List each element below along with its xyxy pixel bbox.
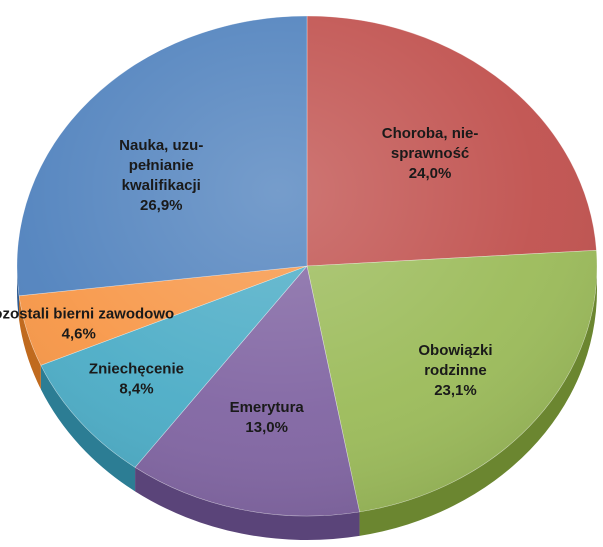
- slice-label-choroba-nie-sprawnosc: Choroba, nie-sprawność 24,0%: [382, 125, 479, 182]
- slice-category-label: sprawność: [391, 145, 469, 162]
- slice-label-emerytura: Emerytura 13,0%: [230, 399, 305, 436]
- slice-category-label: pełnianie: [129, 157, 194, 174]
- pie-depth: [17, 266, 597, 540]
- slice-label-zniechecenie: Zniechęcenie 8,4%: [89, 360, 184, 397]
- pie-labels: Choroba, nie-sprawność 24,0% Obowiązki rodz…: [0, 125, 493, 436]
- slice-value-label: 8,4%: [119, 380, 153, 397]
- slice-category-label: Zniechęcenie: [89, 360, 184, 377]
- pie-side-emerytura: [135, 467, 360, 540]
- slice-label-pozostali-bierni-zawodowo: Pozostali bierni zawodowo 4,6%: [0, 305, 174, 342]
- slice-category-label: Nauka, uzu-: [119, 137, 203, 154]
- slice-value-label: 4,6%: [62, 325, 96, 342]
- slice-value-label: 23,1%: [434, 382, 477, 399]
- pie-gloss: [17, 16, 597, 516]
- pie-side-nauka-uzupelnianie-kwalifikacji: [17, 266, 20, 320]
- slice-label-nauka-uzupelnianie-kwalifikacji: Nauka, uzu-pełnianie kwalifikacji 26,9%: [119, 137, 203, 214]
- slice-category-label: Pozostali bierni zawodowo: [0, 305, 174, 322]
- slice-category-label: Emerytura: [230, 399, 305, 416]
- pie-side-obowiazki-rodzinne: [359, 266, 597, 536]
- slice-value-label: 24,0%: [409, 165, 452, 182]
- slice-category-label: kwalifikacji: [122, 177, 201, 194]
- pie-side-zniechecenie: [40, 365, 136, 492]
- slice-value-label: 13,0%: [245, 419, 288, 436]
- pie-side-pozostali-bierni-zawodowo: [19, 295, 41, 390]
- slice-category-label: rodzinne: [424, 362, 487, 379]
- slice-label-obowiazki-rodzinne: Obowiązki rodzinne 23,1%: [418, 342, 492, 399]
- slice-category-label: Obowiązki: [418, 342, 492, 359]
- slice-category-label: Choroba, nie-: [382, 125, 479, 142]
- slice-value-label: 26,9%: [140, 197, 183, 214]
- pie-top: [16, 15, 598, 517]
